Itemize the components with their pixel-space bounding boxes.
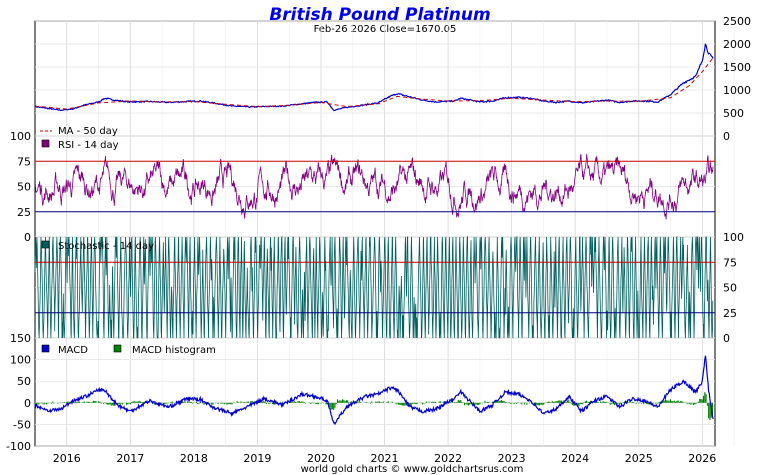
price-ma-50-line bbox=[34, 57, 714, 110]
stochastic-legend-swatch bbox=[41, 240, 50, 249]
stochastic-legend: Stochastic - 14 day bbox=[41, 240, 154, 252]
stochastic-line bbox=[34, 235, 714, 339]
rsi-legend: RSI - 14 day bbox=[41, 139, 119, 151]
chart-footer: world gold charts © www.goldchartsrus.co… bbox=[301, 464, 524, 475]
y-tick-stochastic-100: 100 bbox=[723, 231, 744, 244]
ma-legend-label: MA - 50 day bbox=[58, 126, 118, 137]
y-tick-price-1000: 1000 bbox=[723, 84, 751, 97]
x-tick-2016: 2016 bbox=[53, 452, 81, 465]
y-tick-labels: 0500100015002000250002550751000255075100… bbox=[6, 15, 751, 453]
y-tick-rsi-25: 25 bbox=[17, 206, 31, 219]
x-tick-2018: 2018 bbox=[180, 452, 208, 465]
rsi-line bbox=[34, 153, 714, 220]
y-tick-rsi-75: 75 bbox=[17, 155, 31, 168]
y-tick-macd-100: 100 bbox=[10, 354, 31, 367]
x-tick-2017: 2017 bbox=[116, 452, 144, 465]
y-tick-stochastic-0: 0 bbox=[723, 332, 730, 345]
vertical-grid bbox=[66, 21, 735, 446]
y-tick-price-0: 0 bbox=[723, 130, 730, 143]
macd-legend: MACD MACD histogram bbox=[41, 344, 216, 356]
x-tick-2019: 2019 bbox=[243, 452, 271, 465]
x-tick-2022: 2022 bbox=[434, 452, 462, 465]
y-tick-macd-0: 0 bbox=[24, 397, 31, 410]
stochastic-legend-label: Stochastic - 14 day bbox=[58, 241, 154, 252]
reference-lines bbox=[35, 160, 715, 314]
chart-subtitle: Feb-26 2026 Close=1670.05 bbox=[314, 24, 457, 35]
y-tick-macd-150: 150 bbox=[10, 332, 31, 345]
x-tick-2024: 2024 bbox=[561, 452, 589, 465]
x-tick-2026: 2026 bbox=[688, 452, 716, 465]
x-tick-2020: 2020 bbox=[307, 452, 335, 465]
price-legend: MA - 50 day bbox=[40, 126, 118, 137]
x-tick-2021: 2021 bbox=[371, 452, 399, 465]
macd-histogram-legend-label: MACD histogram bbox=[132, 345, 216, 356]
chart-title: British Pound Platinum bbox=[269, 5, 490, 25]
y-tick-price-2000: 2000 bbox=[723, 38, 751, 51]
y-tick-price-1500: 1500 bbox=[723, 61, 751, 74]
macd-legend-label: MACD bbox=[58, 345, 88, 356]
y-tick-stochastic-25: 25 bbox=[723, 307, 737, 320]
y-tick-price-2500: 2500 bbox=[723, 15, 751, 28]
x-tick-labels: 2016 2017 2018 2019 2020 2021 2022 2023 2024 2025… bbox=[53, 452, 717, 465]
y-tick-stochastic-50: 50 bbox=[723, 282, 737, 295]
y-tick-macd-50: 50 bbox=[17, 375, 31, 388]
rsi-legend-swatch bbox=[41, 139, 50, 148]
macd-histogram-legend-swatch bbox=[113, 344, 122, 353]
y-tick-rsi-50: 50 bbox=[17, 181, 31, 194]
y-tick-rsi-0: 0 bbox=[24, 231, 31, 244]
x-tick-2023: 2023 bbox=[498, 452, 526, 465]
x-tick-2025: 2025 bbox=[625, 452, 653, 465]
macd-line bbox=[34, 355, 714, 426]
y-tick-rsi-100: 100 bbox=[10, 130, 31, 143]
macd-legend-swatch bbox=[41, 344, 50, 353]
y-tick-macd--100: -100 bbox=[6, 440, 31, 453]
y-tick-price-500: 500 bbox=[723, 107, 744, 120]
rsi-legend-label: RSI - 14 day bbox=[58, 140, 119, 151]
y-tick-macd--50: -50 bbox=[13, 418, 31, 431]
y-tick-stochastic-75: 75 bbox=[723, 256, 737, 269]
